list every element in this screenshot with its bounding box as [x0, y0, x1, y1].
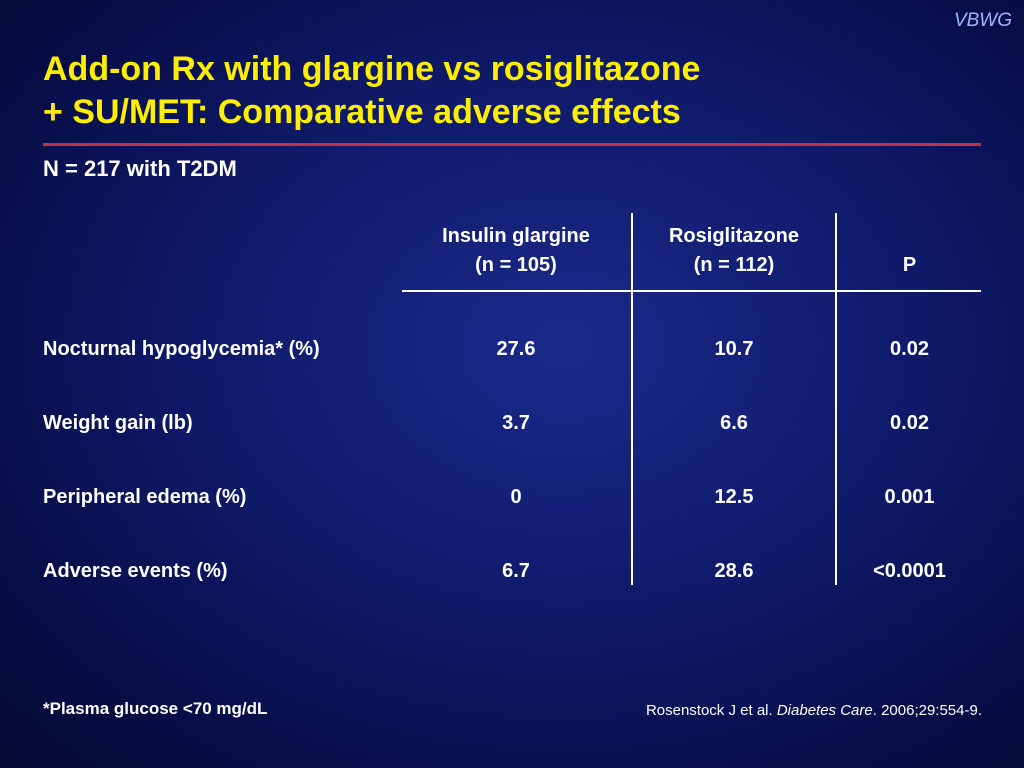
vbwg-logo: VBWG — [953, 10, 1012, 31]
row-label: Adverse events (%) — [43, 560, 228, 582]
column-header-line: (n = 112) — [693, 254, 775, 276]
cell-p-value: 0.02 — [890, 338, 929, 360]
citation-details: . 2006;29:554-9. — [872, 702, 982, 719]
column-header-line: Rosiglitazone — [668, 225, 799, 247]
cell-p-value: 0.02 — [890, 412, 929, 434]
row-label: Peripheral edema (%) — [43, 486, 247, 508]
cell-rosiglitazone: 28.6 — [714, 560, 754, 582]
column-header-line: (n = 105) — [475, 254, 557, 276]
cell-glargine: 6.7 — [502, 560, 530, 582]
title-divider — [43, 143, 981, 146]
cell-rosiglitazone: 6.6 — [720, 412, 748, 434]
column-header-line — [838, 222, 981, 251]
column-header-p: P — [838, 222, 981, 280]
column-header-rosiglitazone: Rosiglitazone (n = 112) — [634, 222, 834, 280]
column-header-glargine: Insulin glargine (n = 105) — [402, 222, 630, 280]
cell-p-value: <0.0001 — [873, 560, 946, 582]
cell-glargine: 27.6 — [496, 338, 536, 360]
column-header-line: P — [902, 254, 917, 276]
title-line-2: + SU/MET: Comparative adverse effects — [43, 93, 681, 131]
slide-title: Add-on Rx with glargine vs rosiglitazone… — [43, 48, 983, 134]
title-line-1: Add-on Rx with glargine vs rosiglitazone — [43, 50, 701, 88]
citation-authors: Rosenstock J et al. — [645, 702, 773, 719]
cell-p-value: 0.001 — [884, 486, 935, 508]
row-label: Weight gain (lb) — [43, 412, 193, 434]
header-divider — [402, 290, 981, 292]
citation-journal: Diabetes Care — [776, 702, 873, 719]
column-header-line: Insulin glargine — [442, 225, 590, 247]
citation: Rosenstock J et al. Diabetes Care. 2006;… — [646, 702, 982, 719]
footnote: *Plasma glucose <70 mg/dL — [43, 699, 268, 718]
column-divider — [631, 213, 633, 585]
sample-size: N = 217 with T2DM — [43, 156, 237, 181]
row-label: Nocturnal hypoglycemia* (%) — [43, 338, 320, 360]
cell-rosiglitazone: 10.7 — [714, 338, 754, 360]
column-divider — [835, 213, 837, 585]
cell-glargine: 0 — [510, 486, 522, 508]
cell-rosiglitazone: 12.5 — [714, 486, 754, 508]
cell-glargine: 3.7 — [502, 412, 530, 434]
